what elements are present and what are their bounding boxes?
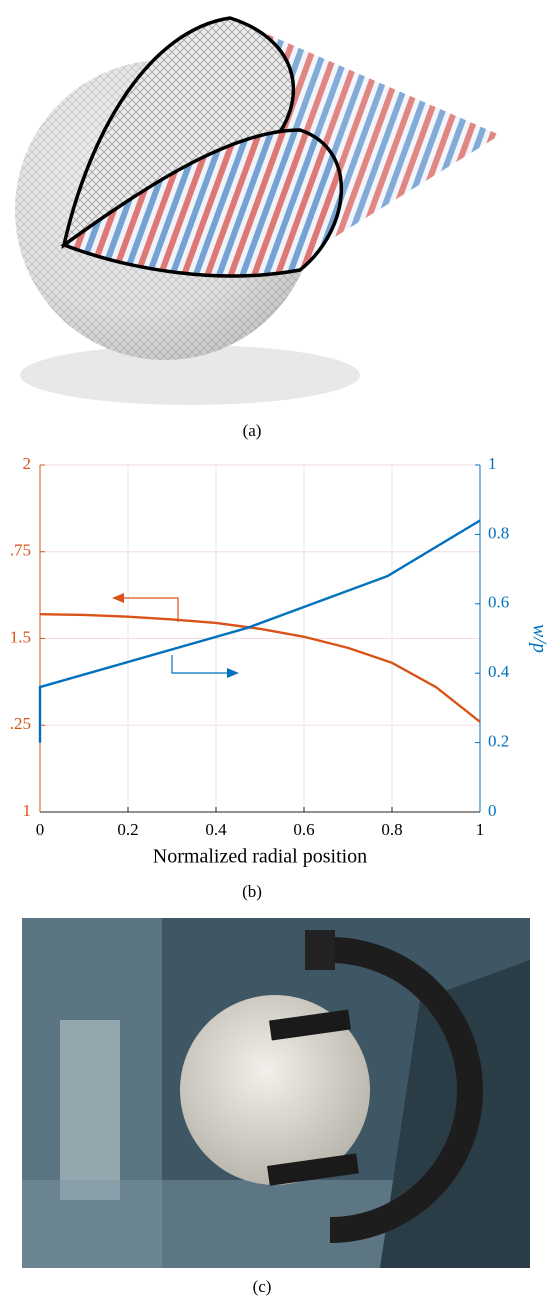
chart: 0 0.2 0.4 0.6 0.8 1 1 .25 1.5 .75 2 0 0.2 0.4 0.6 0.8 1 N… — [10, 454, 551, 868]
y-tick-label: 1.5 — [10, 627, 31, 646]
panel-c-photo — [22, 918, 530, 1268]
x-tick-label: 0 — [36, 820, 45, 839]
x-tick-label: 0.8 — [381, 820, 402, 839]
figure: (a) 00.20.40.60.811.251.5.75200.20.40.60… — [0, 0, 556, 1300]
y-tick-label: .25 — [10, 714, 31, 733]
x-tick-label: 0.6 — [293, 820, 314, 839]
page: (a) 00.20.40.60.811.251.5.75200.20.40.60… — [0, 0, 556, 1300]
x-tick-label: 0.2 — [117, 820, 138, 839]
x-axis-label: Normalized radial position — [153, 846, 367, 868]
axis-arrow — [112, 593, 124, 603]
axis-arrow — [227, 668, 239, 678]
y2-tick-label: 0.6 — [488, 593, 509, 612]
y2-tick-label: 0 — [488, 801, 497, 820]
caption: (b) — [242, 882, 262, 901]
y-tick-label: 2 — [23, 454, 32, 473]
y2-tick-label: 1 — [488, 454, 497, 473]
y-tick-label: 1 — [23, 801, 32, 820]
caption: (a) — [243, 421, 262, 440]
y2-tick-label: 0.8 — [488, 523, 509, 542]
y2-axis-label: w/p — [528, 624, 550, 653]
y2-tick-label: 0.4 — [488, 662, 510, 681]
series-line — [40, 521, 480, 743]
axis-arrow — [172, 655, 232, 673]
y-tick-label: .75 — [10, 541, 31, 560]
y2-tick-label: 0.2 — [488, 732, 509, 751]
x-tick-label: 0.4 — [205, 820, 227, 839]
caption: (c) — [253, 1277, 272, 1296]
panel-a-render — [15, 18, 500, 405]
x-tick-label: 1 — [476, 820, 485, 839]
